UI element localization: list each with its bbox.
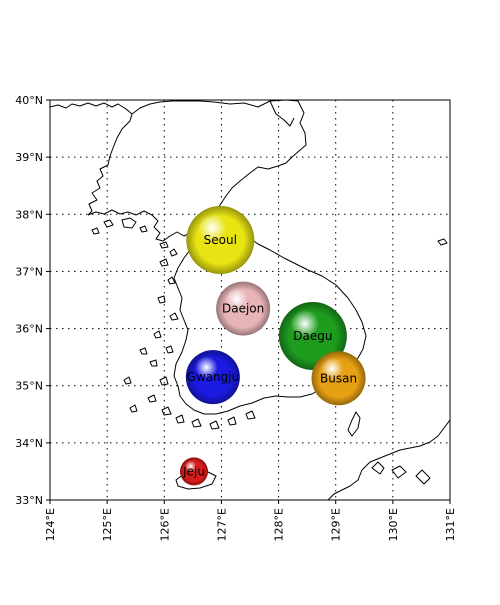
coastline	[50, 100, 450, 500]
city-label: Daejon	[222, 302, 264, 316]
coastline-islands-west	[123, 248, 256, 430]
graticule	[50, 100, 450, 500]
x-tick-label: 124°E	[44, 508, 57, 541]
coastline-china	[50, 102, 133, 216]
city-bubble-seoul: Seoul	[186, 206, 255, 274]
city-marker-shade	[216, 281, 271, 336]
city-marker-shade	[180, 457, 208, 486]
city-label: Gwangju	[187, 370, 240, 384]
y-tick-label: 38°N	[15, 208, 43, 221]
y-tick-label: 34°N	[15, 437, 43, 450]
coastline-north-korea-west	[87, 209, 197, 242]
coastline-islands-north	[91, 217, 169, 249]
coastline-korea-east	[173, 100, 367, 415]
coastline-kyushu-islands	[371, 461, 431, 485]
map-frame	[49, 99, 451, 501]
x-tick-label: 127°E	[215, 508, 228, 541]
axis-ticks: 33°N 34°N 35°N 36°N 37°N 38°N 39°N 40°N 124°E 125…	[15, 94, 457, 541]
city-bubble-busan: Busan	[311, 351, 366, 406]
y-tick-label: 40°N	[15, 94, 43, 107]
city-label: Jeju	[182, 464, 205, 478]
y-tick-label: 37°N	[15, 265, 43, 278]
y-tick-label: 35°N	[15, 380, 43, 393]
coastline-upper-right	[269, 100, 295, 127]
city-label: Daegu	[293, 329, 332, 343]
x-tick-label: 129°E	[330, 508, 343, 541]
coastline-japan	[327, 419, 450, 500]
x-tick-label: 128°E	[273, 508, 286, 541]
city-marker-shade	[186, 206, 255, 274]
city-marker-shade	[185, 350, 240, 405]
x-tick-label: 125°E	[101, 508, 114, 541]
y-tick-label: 33°N	[15, 494, 43, 507]
x-tick-label: 130°E	[387, 508, 400, 541]
x-tick-label: 126°E	[158, 508, 171, 541]
y-tick-label: 36°N	[15, 323, 43, 336]
y-tick-label: 39°N	[15, 151, 43, 164]
city-bubble-daejon: Daejon	[216, 281, 271, 336]
coastline-tsushima	[347, 411, 361, 437]
x-tick-label: 131°E	[444, 508, 457, 541]
coastline-china-mainland-north	[131, 100, 186, 115]
city-marker-shade	[311, 351, 366, 406]
city-bubbles: Seoul Daejon Daegu Gwangju Busan Jeju	[180, 206, 366, 486]
city-bubble-jeju: Jeju	[180, 457, 208, 486]
city-label: Busan	[320, 371, 357, 385]
coastline-ulleung	[437, 238, 448, 246]
city-label: Seoul	[204, 233, 237, 247]
city-bubble-gwangju: Gwangju	[185, 350, 240, 405]
